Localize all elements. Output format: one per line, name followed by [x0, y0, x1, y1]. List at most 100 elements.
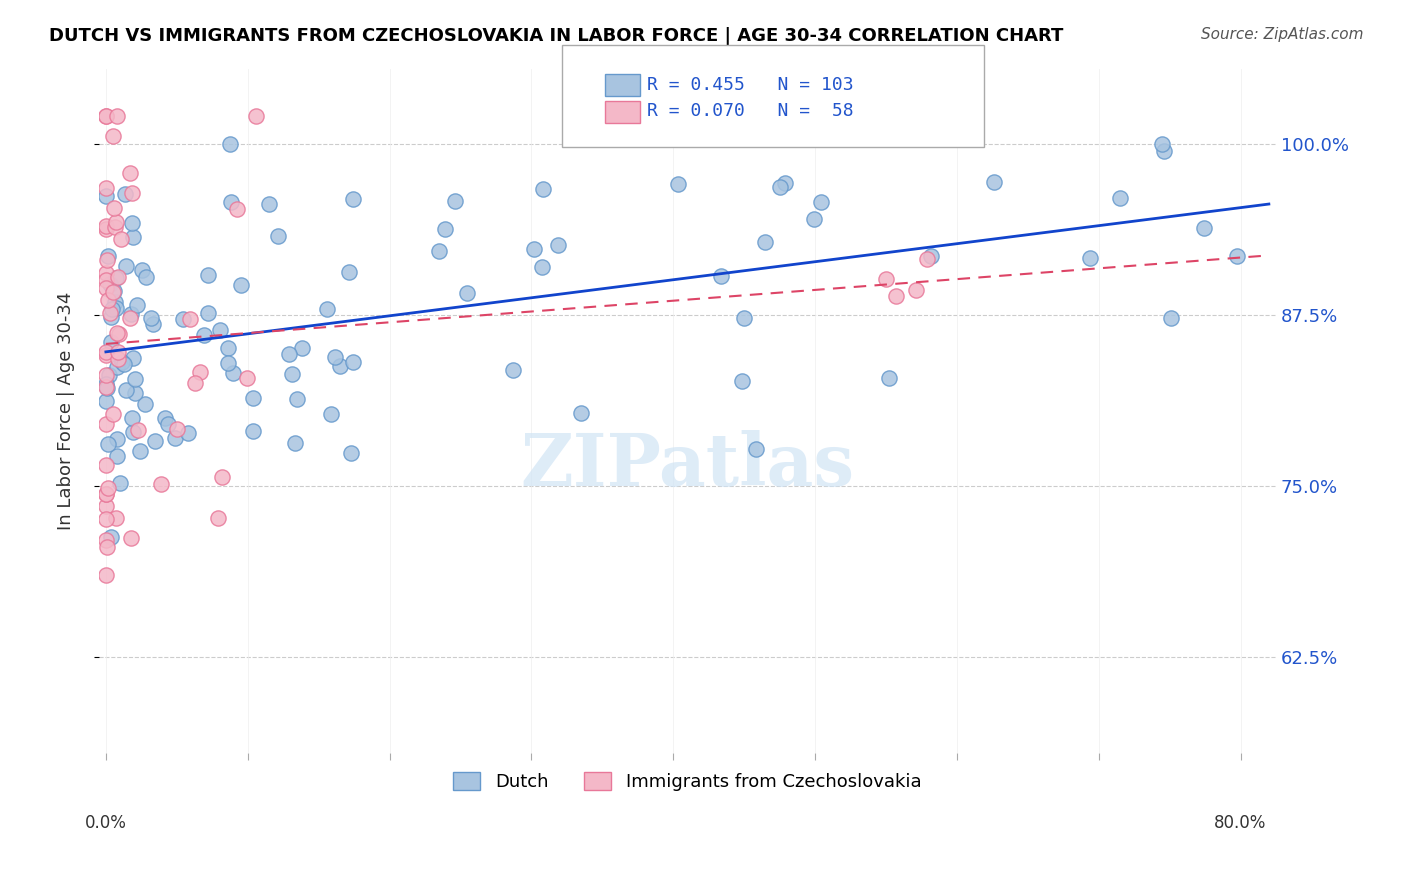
Point — [131, 262, 153, 277]
Point — [323, 350, 346, 364]
Point — [94, 219, 117, 234]
Point — [107, 270, 129, 285]
Point — [242, 391, 264, 405]
Point — [122, 425, 145, 439]
Point — [236, 371, 259, 385]
Point — [104, 294, 127, 309]
Point — [101, 407, 124, 421]
Point — [257, 197, 280, 211]
Point — [127, 298, 149, 312]
Text: Source: ZipAtlas.com: Source: ZipAtlas.com — [1201, 27, 1364, 42]
Point — [98, 305, 121, 319]
Point — [547, 238, 569, 252]
Point — [197, 305, 219, 319]
Point — [94, 512, 117, 526]
Point — [128, 444, 150, 458]
Point — [105, 326, 128, 340]
Point — [101, 129, 124, 144]
Point — [429, 244, 451, 259]
Point — [94, 379, 117, 393]
Point — [1226, 249, 1249, 263]
Point — [337, 265, 360, 279]
Point — [340, 446, 363, 460]
Point — [124, 371, 146, 385]
Point — [98, 277, 121, 291]
Point — [94, 487, 117, 501]
Point — [342, 355, 364, 369]
Point — [96, 253, 118, 268]
Point — [118, 310, 141, 325]
Point — [105, 449, 128, 463]
Point — [329, 359, 352, 373]
Point — [122, 351, 145, 366]
Point — [886, 288, 908, 302]
Point — [121, 186, 143, 201]
Text: 80.0%: 80.0% — [1215, 814, 1267, 832]
Point — [668, 177, 690, 191]
Point — [905, 283, 928, 297]
Point — [94, 273, 117, 287]
Point — [287, 392, 309, 406]
Point — [94, 281, 117, 295]
Point — [456, 286, 478, 301]
Text: ZIPatlas: ZIPatlas — [520, 430, 855, 500]
Point — [103, 285, 125, 299]
Point — [107, 433, 129, 447]
Point — [121, 411, 143, 425]
Point — [112, 357, 135, 371]
Point — [773, 176, 796, 190]
Point — [188, 365, 211, 379]
Point — [105, 109, 128, 123]
Point — [278, 347, 301, 361]
Point — [150, 477, 173, 491]
Text: DUTCH VS IMMIGRANTS FROM CZECHOSLOVAKIA IN LABOR FORCE | AGE 30-34 CORRELATION C: DUTCH VS IMMIGRANTS FROM CZECHOSLOVAKIA … — [49, 27, 1063, 45]
Point — [179, 312, 201, 326]
Point — [108, 326, 131, 341]
Point — [217, 356, 239, 370]
Point — [104, 220, 127, 235]
Point — [267, 228, 290, 243]
Point — [172, 311, 194, 326]
Point — [120, 531, 142, 545]
Point — [124, 385, 146, 400]
Point — [94, 567, 117, 582]
Point — [104, 271, 127, 285]
Point — [94, 417, 117, 431]
Point — [94, 368, 117, 382]
Point — [143, 434, 166, 449]
Point — [96, 377, 118, 392]
Point — [100, 334, 122, 349]
Point — [100, 529, 122, 543]
Point — [101, 285, 124, 299]
Point — [877, 371, 900, 385]
Point — [1153, 144, 1175, 158]
Point — [176, 425, 198, 440]
Point — [1152, 136, 1174, 151]
Point — [94, 487, 117, 501]
Point — [193, 327, 215, 342]
Point — [1078, 251, 1101, 265]
Point — [219, 136, 242, 151]
Point — [96, 540, 118, 554]
Point — [94, 499, 117, 513]
Point — [443, 194, 465, 208]
Point — [114, 260, 136, 274]
Point — [710, 268, 733, 283]
Point — [321, 407, 343, 421]
Point — [94, 109, 117, 123]
Point — [731, 375, 754, 389]
Point — [207, 511, 229, 525]
Point — [983, 176, 1005, 190]
Point — [114, 383, 136, 397]
Point — [284, 435, 307, 450]
Point — [94, 345, 117, 359]
Point — [97, 249, 120, 263]
Point — [100, 310, 122, 324]
Point — [141, 311, 163, 326]
Point — [105, 360, 128, 375]
Point — [121, 307, 143, 321]
Point — [157, 417, 180, 431]
Point — [915, 252, 938, 266]
Point — [107, 351, 129, 366]
Point — [208, 323, 231, 337]
